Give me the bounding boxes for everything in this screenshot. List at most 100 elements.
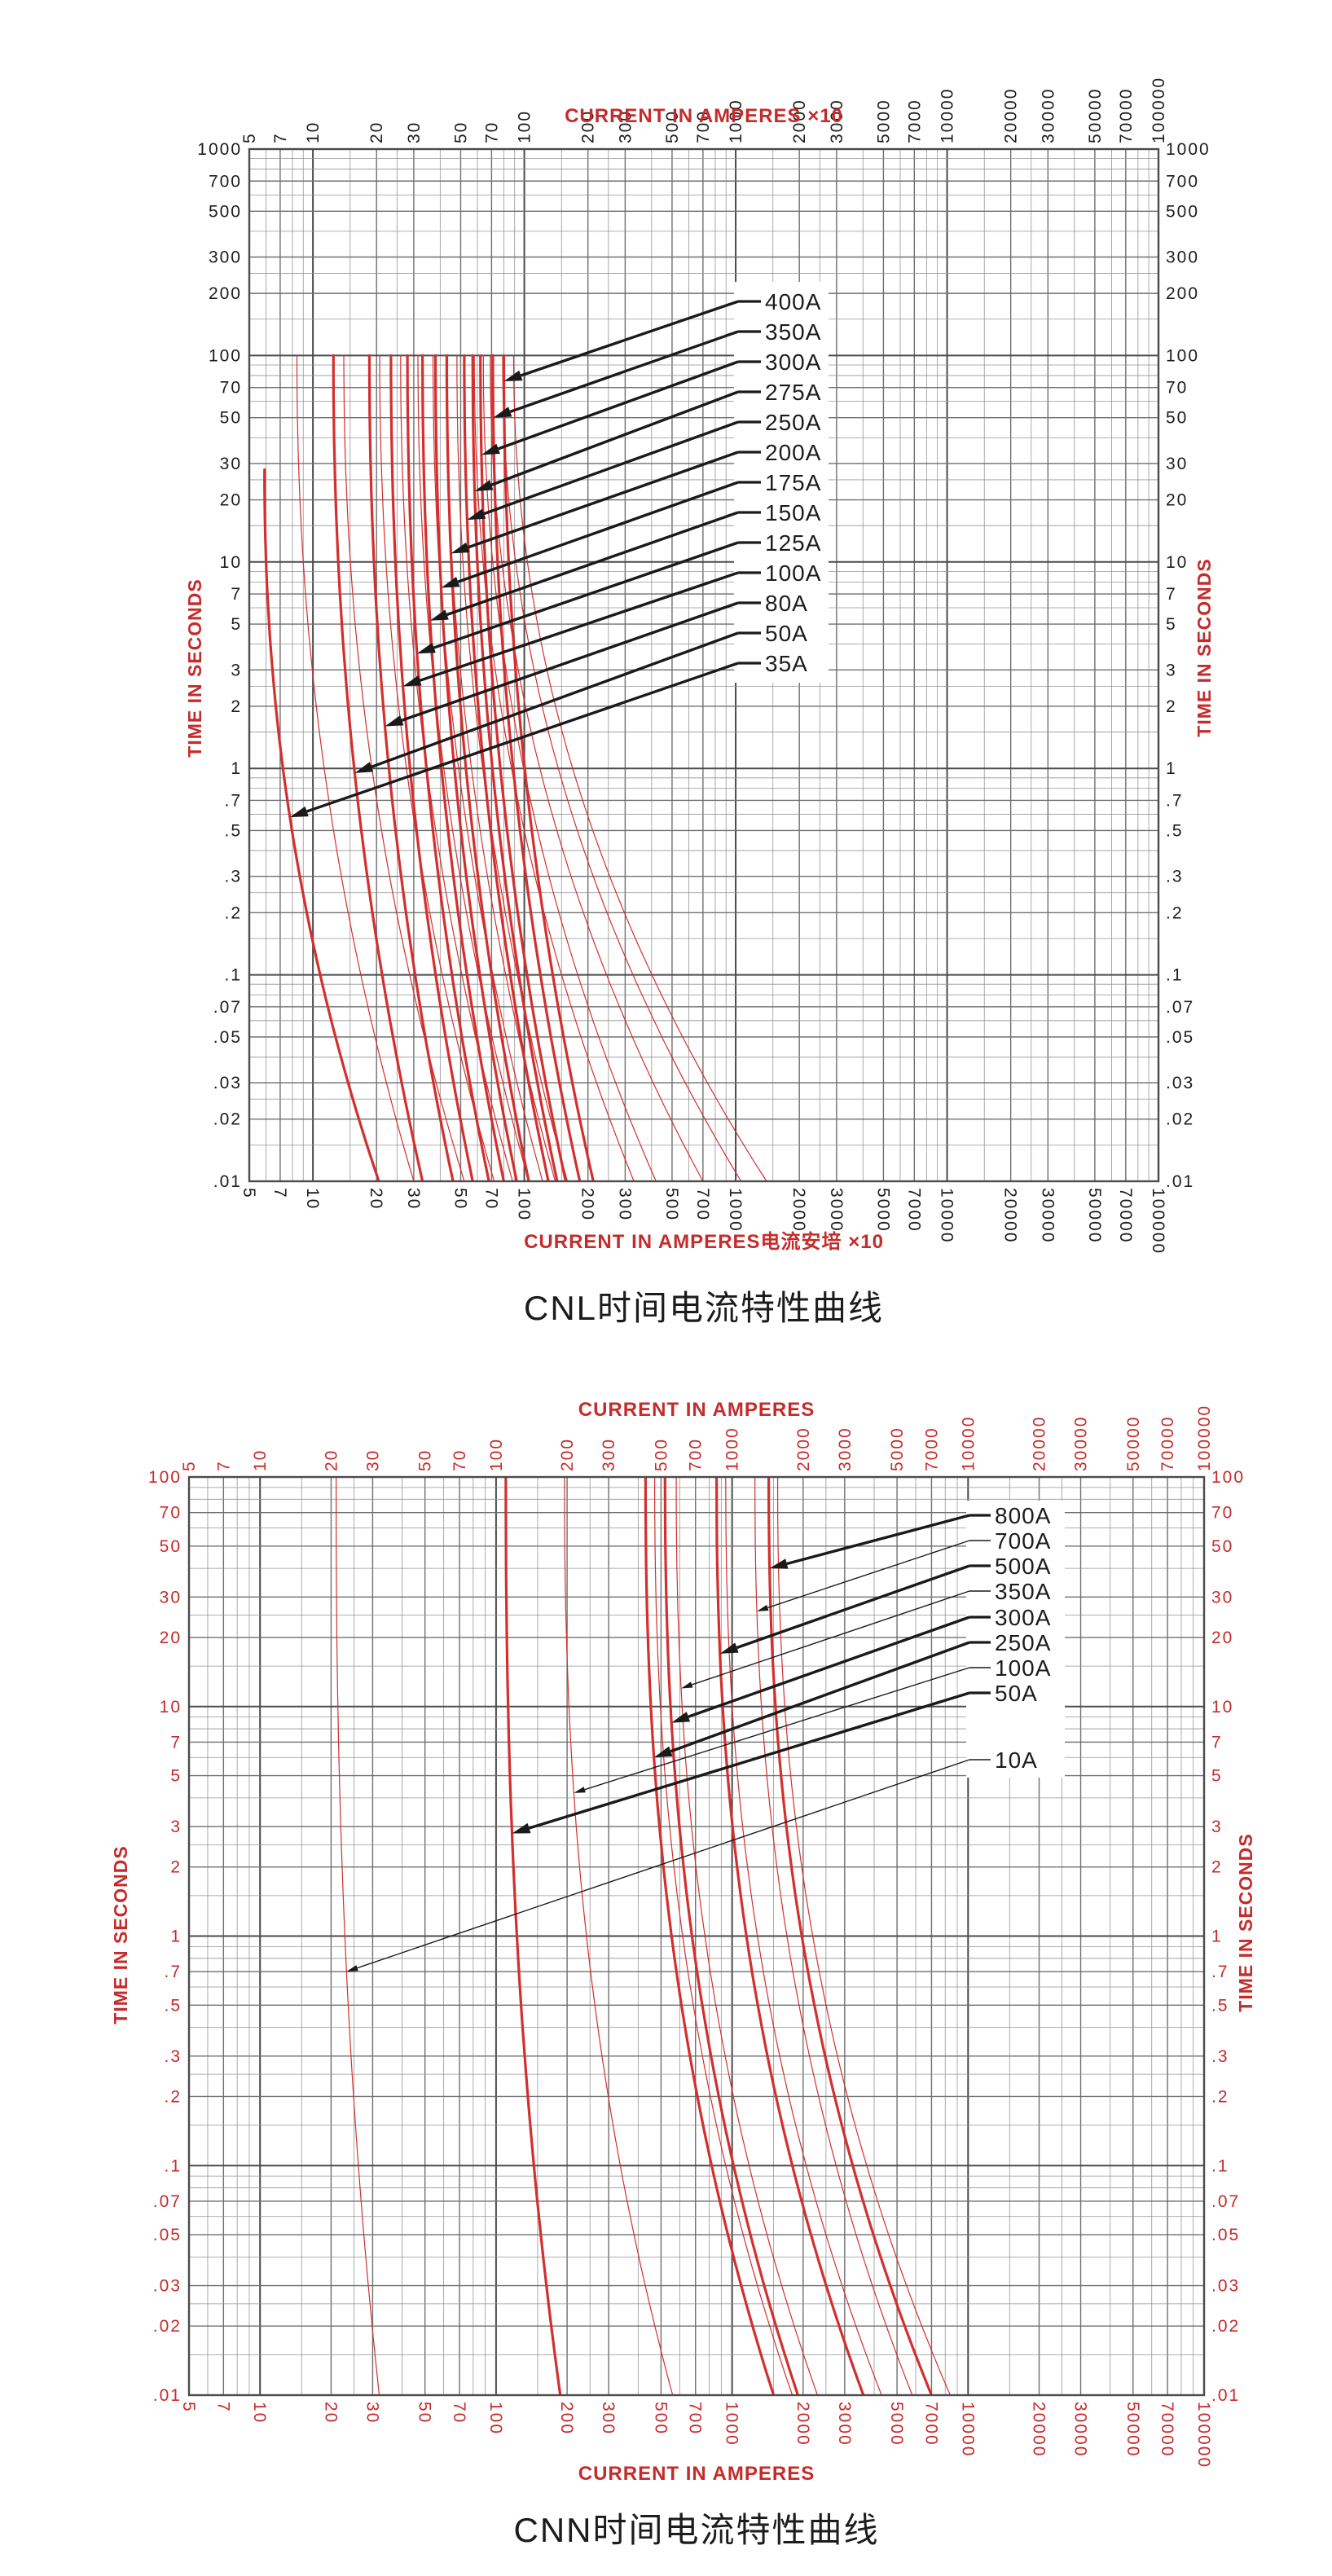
y-tick-right: 200: [1166, 284, 1199, 303]
x-tick-top: 2000: [790, 99, 809, 143]
y-tick-left: 300: [209, 248, 242, 266]
arrowhead-500A: [719, 1642, 739, 1654]
cnl-curve-300A-thin: [490, 354, 704, 1181]
curve-label-200A: 200A: [765, 440, 821, 465]
cnl-left-y-axis-title: TIME IN SECONDS: [184, 578, 205, 757]
cnn-curve-800A-thin: [777, 1477, 951, 2395]
x-tick-top: 700: [687, 1438, 706, 1471]
y-tick-right: .01: [1211, 2386, 1240, 2405]
x-tick-bottom: 20: [367, 1188, 385, 1210]
y-tick-left: .03: [153, 2277, 182, 2296]
y-tick-right: 2: [1211, 1858, 1223, 1877]
y-tick-right: .7: [1166, 791, 1184, 810]
y-tick-left: .05: [153, 2226, 182, 2244]
x-tick-bottom: 1000: [723, 2402, 741, 2446]
arrowhead-250A: [653, 1746, 673, 1758]
x-tick-bottom: 200: [557, 2402, 576, 2435]
x-tick-top: 7: [214, 1460, 233, 1471]
y-tick-right: .05: [1166, 1028, 1194, 1047]
y-tick-right: .1: [1166, 966, 1184, 985]
y-tick-left: .5: [224, 821, 242, 840]
y-tick-left: 1: [231, 759, 242, 778]
cnn-curve-700A-thin: [754, 1477, 913, 2395]
leader-line-250A: [670, 1641, 970, 1753]
y-tick-left: 3: [170, 1818, 182, 1836]
arrowhead-400A: [503, 370, 523, 382]
y-tick-right: 1000: [1166, 140, 1211, 159]
arrowhead-250A: [467, 508, 486, 521]
x-tick-top: 500: [663, 110, 682, 143]
y-tick-right: .02: [1211, 2317, 1240, 2336]
arrowhead-125A: [416, 642, 436, 654]
y-tick-right: 5: [1211, 1767, 1223, 1786]
y-tick-left: 20: [160, 1629, 182, 1647]
arrowhead-150A: [429, 609, 449, 621]
curve-label-500A: 500A: [995, 1554, 1051, 1579]
y-tick-right: 20: [1211, 1629, 1233, 1647]
y-tick-right: .03: [1211, 2277, 1240, 2296]
x-tick-bottom: 70000: [1158, 2402, 1176, 2457]
x-tick-bottom: 100000: [1194, 2402, 1213, 2468]
cnn-curve-100A-thin: [564, 1477, 674, 2395]
cnn-curve-300A-thick: [663, 1477, 799, 2395]
x-tick-top: 30: [405, 121, 424, 143]
y-tick-right: 5: [1166, 615, 1177, 634]
y-tick-left: .05: [213, 1028, 242, 1047]
x-tick-bottom: 700: [686, 2402, 705, 2435]
x-tick-bottom: 70: [481, 1188, 500, 1210]
x-tick-bottom: 30: [363, 2402, 381, 2424]
y-tick-right: .02: [1166, 1110, 1194, 1129]
x-tick-top: 5000: [874, 99, 893, 143]
leader-line-700A: [767, 1540, 970, 1609]
y-tick-left: .1: [224, 966, 242, 985]
arrowhead-35A: [289, 806, 309, 818]
cnl-curve-350A-thin: [502, 354, 742, 1181]
x-tick-top: 50000: [1124, 1416, 1143, 1471]
y-tick-left: .01: [213, 1172, 242, 1191]
arrowhead-50A: [354, 762, 374, 773]
cnl-annotations: 400A 350A 300A 275A 250A 200A 175A 150A 125A 100A…: [289, 289, 821, 818]
curve-label-50A: 50A: [765, 621, 808, 646]
cnl-curve-250A-thin: [473, 354, 635, 1181]
x-tick-top: 2000: [794, 1426, 813, 1471]
x-tick-bottom: 10: [250, 2402, 269, 2424]
cnn-curve-50A-thick: [504, 1477, 562, 2395]
y-tick-right: 10: [1211, 1698, 1233, 1717]
y-tick-left: 30: [220, 455, 242, 473]
cnn-curves: [336, 1477, 951, 2395]
x-tick-top: 30: [363, 1449, 382, 1471]
y-tick-left: 50: [160, 1537, 182, 1556]
y-tick-left: 100: [148, 1468, 182, 1487]
x-tick-top: 200: [579, 110, 598, 143]
y-tick-left: 10: [220, 553, 242, 572]
x-tick-top: 70000: [1158, 1416, 1177, 1471]
curve-label-350A: 350A: [995, 1579, 1051, 1604]
y-tick-right: 50: [1211, 1537, 1233, 1556]
curve-label-400A: 400A: [765, 289, 821, 314]
x-tick-bottom: 5: [240, 1188, 258, 1199]
arrowhead-300A: [481, 443, 500, 455]
y-tick-right: 70: [1211, 1504, 1233, 1523]
arrowhead-10A: [346, 1965, 358, 1972]
cnl-curve-35A-thin: [296, 354, 415, 1181]
x-tick-top: 70000: [1117, 88, 1136, 143]
y-tick-right: 2: [1166, 697, 1177, 716]
curve-label-150A: 150A: [765, 500, 821, 525]
x-tick-top: 20: [367, 121, 386, 143]
x-tick-bottom: 100: [515, 1188, 534, 1221]
curve-label-175A: 175A: [765, 470, 821, 495]
y-tick-left: 5: [170, 1767, 182, 1786]
x-tick-top: 5: [180, 1460, 199, 1471]
x-tick-bottom: 500: [662, 1188, 681, 1221]
arrowhead-80A: [385, 715, 404, 727]
x-tick-bottom: 50000: [1085, 1188, 1104, 1243]
x-tick-bottom: 5000: [887, 2402, 906, 2446]
leader-line-175A: [457, 481, 739, 583]
arrowhead-50A: [512, 1822, 531, 1834]
y-tick-left: 20: [220, 491, 242, 510]
x-tick-top: 100: [487, 1438, 506, 1471]
x-tick-bottom: 300: [615, 1188, 634, 1221]
x-tick-bottom: 7: [213, 2402, 232, 2413]
cnl-bottom-axis-title: CURRENT IN AMPERES电流安培 ×10: [524, 1230, 884, 1253]
x-tick-bottom: 10000: [958, 2402, 977, 2457]
